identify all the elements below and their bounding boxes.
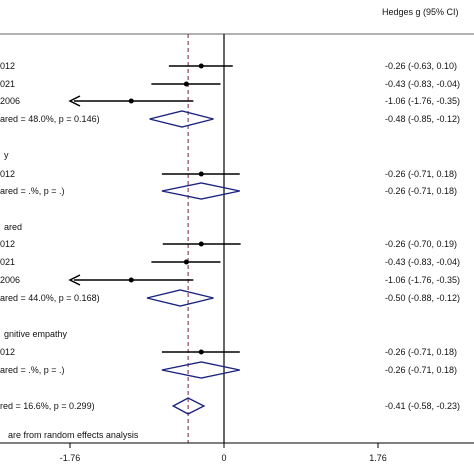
study-label: 012 — [0, 347, 15, 357]
point-estimate — [198, 63, 204, 69]
point-estimate — [128, 98, 134, 104]
ci-text: -0.41 (-0.58, -0.23) — [385, 401, 460, 411]
ci-text: -0.26 (-0.63, 0.10) — [385, 61, 457, 71]
subgroup-heading: y — [4, 150, 9, 160]
overall-diamond — [171, 397, 206, 415]
ci-text: -0.43 (-0.83, -0.04) — [385, 79, 460, 89]
ci-text: -0.50 (-0.88, -0.12) — [385, 293, 460, 303]
study-label: 012 — [0, 61, 15, 71]
rows-layer: 012 -0.26 (-0.63, 0.10) 021 -0.43 (-0.83, -… — [0, 34, 460, 443]
point-estimate — [198, 349, 204, 355]
x-axis: -1.76 0 1.76 — [0, 442, 474, 463]
point-estimate — [183, 81, 189, 87]
subtotal-label: red = 16.6%, p = 0.299) — [0, 401, 95, 411]
ci-text: -0.43 (-0.83, -0.04) — [385, 257, 460, 267]
subgroup-heading: ared — [4, 222, 22, 232]
column-header: Hedges g (95% CI) — [382, 7, 459, 17]
study-label: 012 — [0, 239, 15, 249]
study-label: 021 — [0, 257, 15, 267]
ci-text: -0.26 (-0.70, 0.19) — [385, 239, 457, 249]
footnote: are from random effects analysis — [8, 430, 139, 440]
ci-text: -0.26 (-0.71, 0.18) — [385, 186, 457, 196]
subtotal-diamond — [161, 361, 240, 379]
truncation-arrow — [68, 95, 81, 107]
study-label: 2006 — [0, 275, 20, 285]
study-label: 2006 — [0, 96, 20, 106]
subtotal-diamond — [161, 182, 240, 200]
subgroup-heading: gnitive empathy — [4, 329, 68, 339]
ci-text: -1.06 (-1.76, -0.35) — [385, 96, 460, 106]
subtotal-diamond — [149, 110, 214, 128]
point-estimate — [128, 277, 134, 283]
ci-text: -0.26 (-0.71, 0.18) — [385, 347, 457, 357]
ci-text: -0.26 (-0.71, 0.18) — [385, 365, 457, 375]
study-label: 021 — [0, 79, 15, 89]
ci-text: -0.26 (-0.71, 0.18) — [385, 169, 457, 179]
point-estimate — [198, 241, 204, 247]
ci-text: -1.06 (-1.76, -0.35) — [385, 275, 460, 285]
subtotal-label: ared = .%, p = .) — [0, 186, 65, 196]
study-label: 012 — [0, 169, 15, 179]
subtotal-label: ared = 44.0%, p = 0.168) — [0, 293, 100, 303]
subtotal-label: ared = .%, p = .) — [0, 365, 65, 375]
subtotal-diamond — [146, 289, 214, 307]
point-estimate — [183, 259, 189, 265]
x-tick-label: 1.76 — [369, 453, 387, 463]
point-estimate — [198, 171, 204, 177]
subtotal-label: ared = 48.0%, p = 0.146) — [0, 114, 100, 124]
truncation-arrow — [68, 274, 81, 286]
ci-text: -0.48 (-0.85, -0.12) — [385, 114, 460, 124]
x-tick-label: 0 — [221, 453, 226, 463]
x-tick-label: -1.76 — [60, 453, 81, 463]
